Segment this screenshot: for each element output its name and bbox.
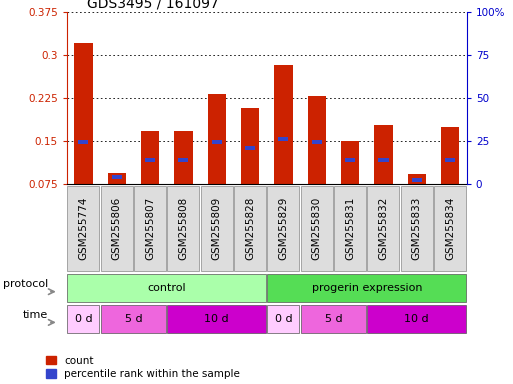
Bar [267,305,300,333]
Text: 5 d: 5 d [325,314,342,324]
Bar [301,305,366,333]
Text: 10 d: 10 d [204,314,229,324]
Text: control: control [147,283,186,293]
Text: 0 d: 0 d [74,314,92,324]
Bar [245,146,255,150]
Bar [241,108,259,184]
Bar [408,174,426,184]
Bar [374,125,392,184]
Text: 5 d: 5 d [125,314,142,324]
Text: GSM255809: GSM255809 [212,197,222,260]
Bar [67,305,100,333]
Bar [174,131,192,184]
Text: 0 d: 0 d [274,314,292,324]
Bar [134,186,166,271]
Bar [101,305,166,333]
Text: time: time [23,310,48,320]
Bar [367,305,466,333]
Bar [74,43,92,184]
Text: GSM255832: GSM255832 [379,197,388,260]
Bar [279,137,288,141]
Text: GSM255834: GSM255834 [445,197,455,260]
Bar [367,186,400,271]
Bar [145,157,155,162]
Text: 10 d: 10 d [404,314,429,324]
Bar [401,186,433,271]
Bar [379,157,388,162]
Bar [179,157,188,162]
Bar [412,178,422,182]
Legend: count, percentile rank within the sample: count, percentile rank within the sample [46,356,240,379]
Bar [334,186,366,271]
Bar [78,140,88,144]
Bar [167,305,266,333]
Bar [274,65,292,184]
Text: GSM255830: GSM255830 [312,197,322,260]
Bar [345,157,355,162]
Bar [67,186,100,271]
Bar [301,186,333,271]
Bar [112,175,122,179]
Text: progerin expression: progerin expression [311,283,422,293]
Bar [101,186,133,271]
Text: GSM255831: GSM255831 [345,197,355,260]
Bar [441,127,459,184]
Bar [341,141,359,184]
Bar [212,140,222,144]
Text: GSM255833: GSM255833 [412,197,422,260]
Bar [267,274,466,302]
Text: GSM255807: GSM255807 [145,197,155,260]
Bar [67,274,266,302]
Bar [201,186,233,271]
Text: protocol: protocol [3,279,48,289]
Bar [434,186,466,271]
Bar [445,157,455,162]
Bar [208,94,226,184]
Text: GSM255806: GSM255806 [112,197,122,260]
Text: GSM255808: GSM255808 [179,197,188,260]
Bar [308,96,326,184]
Bar [267,186,300,271]
Bar [167,186,200,271]
Bar [141,131,159,184]
Bar [234,186,266,271]
Text: GSM255774: GSM255774 [78,197,88,260]
Bar [108,173,126,184]
Text: GSM255829: GSM255829 [279,197,288,260]
Text: GSM255828: GSM255828 [245,197,255,260]
Text: GDS3495 / 161097: GDS3495 / 161097 [87,0,219,10]
Bar [312,140,322,144]
